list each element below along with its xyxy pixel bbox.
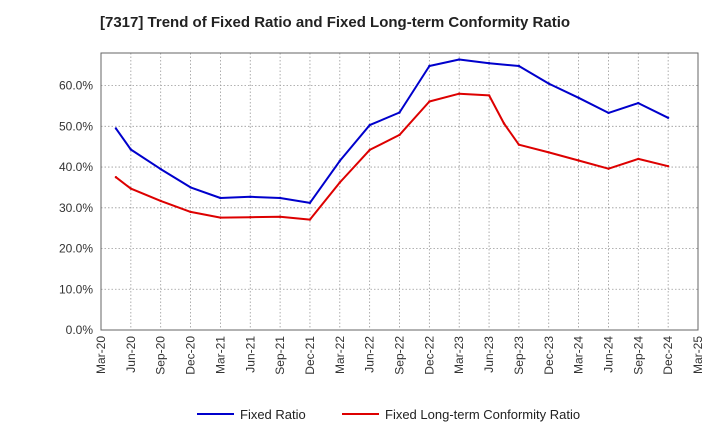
data-point-fixed-long-term-conformity-ratio: [398, 133, 401, 137]
plot-area: [100, 52, 699, 331]
x-tick-label: Dec-20: [184, 336, 198, 375]
x-tick-label: Mar-21: [213, 336, 227, 374]
data-point-fixed-long-term-conformity-ratio: [428, 100, 431, 103]
legend: Fixed Ratio Fixed Long-term Conformity Ra…: [197, 407, 580, 422]
data-point-fixed-ratio: [338, 159, 341, 163]
data-point-fixed-long-term-conformity-ratio: [219, 216, 222, 219]
y-tick-label: 10.0%: [59, 282, 93, 296]
data-point-fixed-long-term-conformity-ratio: [517, 143, 521, 146]
x-tick-label: Dec-21: [303, 336, 317, 375]
chart-title: [7317] Trend of Fixed Ratio and Fixed Lo…: [100, 14, 571, 31]
x-tick-label: Jun-21: [243, 336, 257, 373]
data-point-fixed-long-term-conformity-ratio: [547, 151, 550, 154]
data-point-fixed-ratio: [189, 186, 192, 189]
data-point-fixed-long-term-conformity-ratio: [249, 216, 252, 219]
x-tick-label: Jun-20: [124, 336, 138, 373]
data-point-fixed-long-term-conformity-ratio: [666, 165, 670, 168]
y-tick-label: 50.0%: [59, 119, 93, 133]
data-point-fixed-long-term-conformity-ratio: [487, 94, 491, 97]
legend-label: Fixed Ratio: [240, 407, 306, 422]
data-point-fixed-ratio: [114, 127, 118, 130]
data-point-fixed-ratio: [607, 111, 610, 115]
x-tick-label: Sep-21: [273, 336, 287, 375]
y-tick-label: 20.0%: [59, 242, 93, 256]
data-point-fixed-long-term-conformity-ratio: [502, 122, 506, 125]
series-line-fixed-ratio: [115, 58, 669, 204]
x-axis-ticks: Mar-20 Jun-20 Sep-20 Dec-20 Mar-21 Jun-21 Sep-…: [94, 336, 705, 375]
x-tick-label: Dec-22: [422, 336, 436, 375]
data-point-fixed-long-term-conformity-ratio: [637, 157, 640, 161]
x-tick-label: Sep-22: [393, 336, 407, 375]
x-tick-label: Mar-23: [452, 336, 466, 374]
grid-lines: [101, 53, 698, 331]
y-tick-label: 30.0%: [59, 201, 93, 215]
data-point-fixed-ratio: [159, 167, 162, 171]
data-point-fixed-ratio: [487, 62, 491, 65]
data-point-fixed-long-term-conformity-ratio: [338, 181, 341, 184]
x-tick-label: Mar-25: [691, 336, 705, 374]
y-tick-label: 0.0%: [66, 323, 94, 337]
x-tick-label: Jun-23: [482, 336, 496, 373]
data-point-fixed-long-term-conformity-ratio: [114, 176, 118, 179]
data-point-fixed-ratio: [428, 64, 431, 68]
data-point-fixed-long-term-conformity-ratio: [129, 187, 132, 190]
x-tick-label: Sep-23: [512, 336, 526, 375]
data-point-fixed-long-term-conformity-ratio: [278, 215, 282, 218]
x-tick-label: Sep-20: [154, 336, 168, 375]
y-axis-ticks: 0.0% 10.0% 20.0% 30.0% 40.0% 50.0% 60.0%: [59, 79, 93, 337]
data-point-fixed-ratio: [577, 96, 580, 100]
x-tick-label: Dec-23: [542, 336, 556, 375]
legend-label: Fixed Long-term Conformity Ratio: [385, 407, 580, 422]
data-point-fixed-ratio: [398, 111, 401, 114]
data-point-fixed-long-term-conformity-ratio: [308, 218, 312, 221]
data-point-fixed-long-term-conformity-ratio: [577, 159, 580, 162]
data-point-fixed-ratio: [458, 58, 461, 61]
data-point-fixed-ratio: [308, 201, 312, 205]
data-point-fixed-ratio: [517, 64, 521, 68]
data-point-fixed-long-term-conformity-ratio: [607, 167, 610, 170]
data-point-fixed-long-term-conformity-ratio: [159, 199, 162, 203]
data-point-fixed-ratio: [129, 148, 132, 151]
data-point-fixed-ratio: [249, 195, 252, 198]
data-point-fixed-ratio: [547, 82, 550, 85]
data-point-fixed-ratio: [219, 196, 222, 200]
x-tick-label: Jun-22: [363, 336, 377, 373]
x-tick-label: Mar-24: [572, 336, 586, 374]
data-point-fixed-long-term-conformity-ratio: [189, 210, 192, 214]
x-tick-label: Sep-24: [631, 336, 645, 375]
data-point-fixed-long-term-conformity-ratio: [368, 148, 371, 152]
series-lines: [114, 58, 670, 221]
data-point-fixed-ratio: [637, 101, 640, 105]
data-point-fixed-long-term-conformity-ratio: [458, 92, 461, 95]
data-point-fixed-ratio: [368, 123, 371, 127]
series-line-fixed-long-term-conformity-ratio: [115, 92, 669, 221]
data-point-fixed-ratio: [666, 116, 670, 120]
x-tick-label: Mar-22: [333, 336, 347, 374]
x-tick-label: Dec-24: [661, 336, 675, 375]
y-tick-label: 40.0%: [59, 160, 93, 174]
data-point-fixed-ratio: [278, 196, 282, 200]
x-tick-label: Mar-20: [94, 336, 108, 374]
x-tick-label: Jun-24: [601, 336, 615, 373]
y-tick-label: 60.0%: [59, 79, 93, 93]
